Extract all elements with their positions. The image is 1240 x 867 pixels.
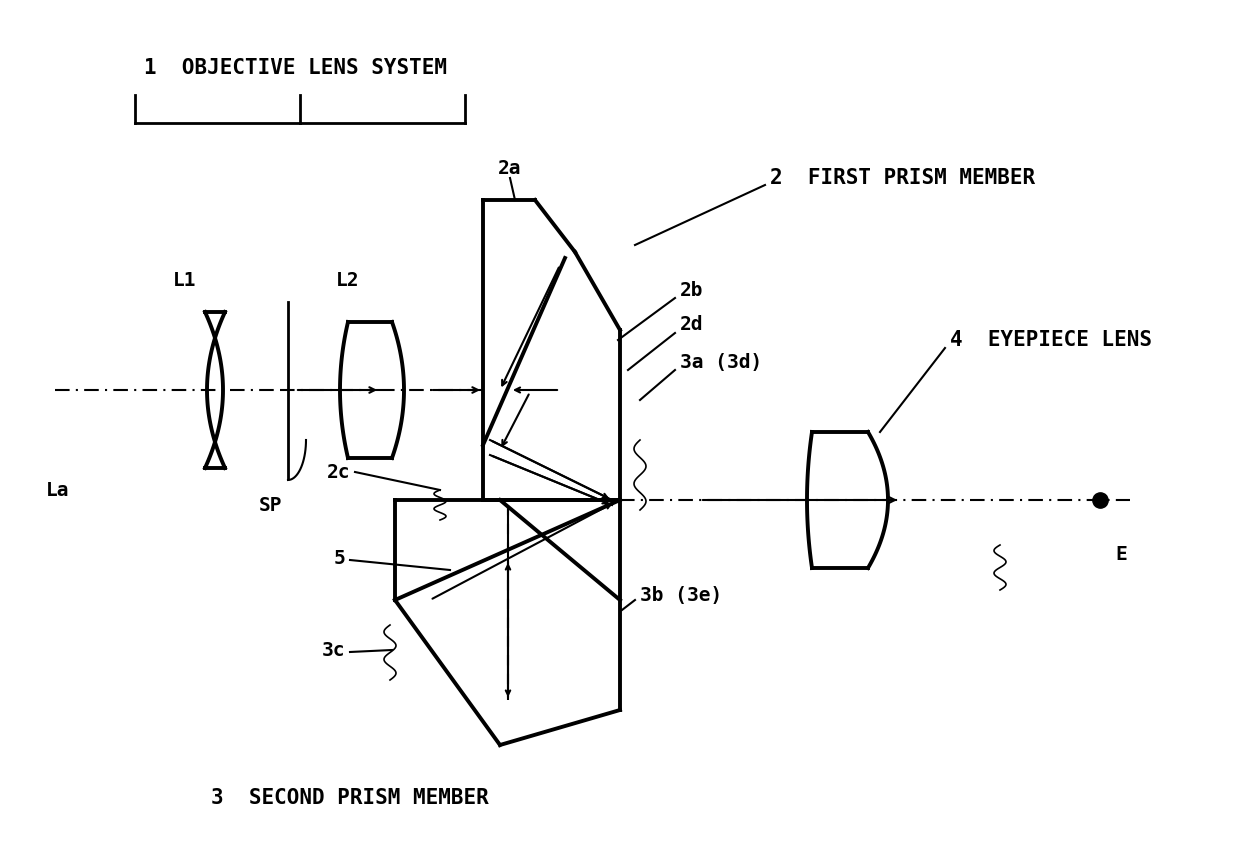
Text: 3b (3e): 3b (3e) bbox=[640, 585, 722, 604]
Text: 2a: 2a bbox=[498, 159, 522, 178]
Text: 3  SECOND PRISM MEMBER: 3 SECOND PRISM MEMBER bbox=[211, 788, 489, 808]
Text: L2: L2 bbox=[336, 271, 360, 290]
Text: 4  EYEPIECE LENS: 4 EYEPIECE LENS bbox=[950, 330, 1152, 350]
Text: L1: L1 bbox=[174, 271, 197, 290]
Text: La: La bbox=[46, 480, 69, 499]
Text: 2b: 2b bbox=[680, 281, 703, 299]
Text: E: E bbox=[1115, 545, 1127, 564]
Text: SP: SP bbox=[258, 496, 281, 514]
Text: 5: 5 bbox=[334, 549, 345, 568]
Text: 2d: 2d bbox=[680, 316, 703, 335]
Text: 3a (3d): 3a (3d) bbox=[680, 353, 763, 371]
Text: 1  OBJECTIVE LENS SYSTEM: 1 OBJECTIVE LENS SYSTEM bbox=[144, 58, 446, 78]
Text: 2c: 2c bbox=[326, 462, 350, 481]
Text: 3c: 3c bbox=[321, 641, 345, 660]
Text: 2  FIRST PRISM MEMBER: 2 FIRST PRISM MEMBER bbox=[770, 168, 1035, 188]
